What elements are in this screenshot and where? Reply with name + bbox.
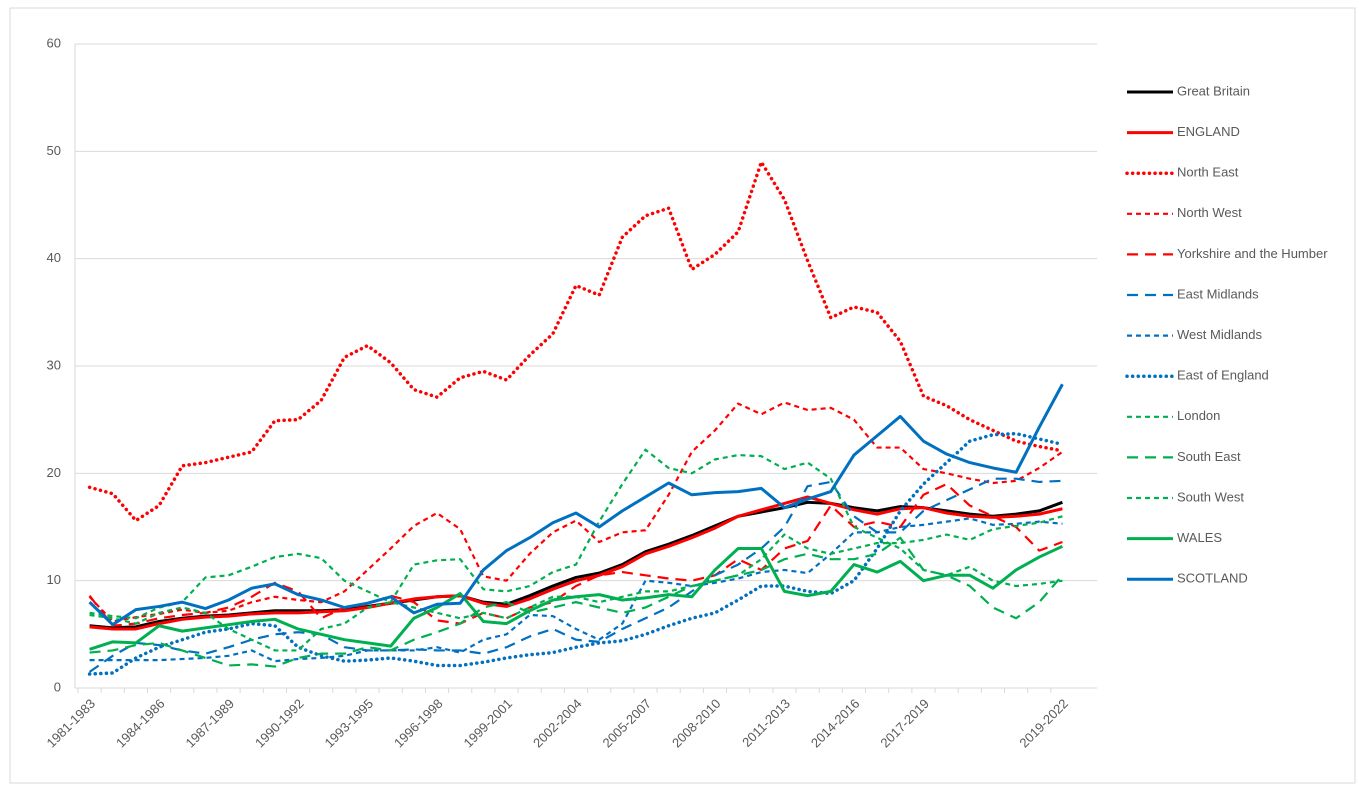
legend-label: North East [1177, 165, 1239, 180]
series-line [89, 536, 1064, 668]
y-tick-label: 0 [54, 679, 61, 694]
legend-label: West Midlands [1177, 327, 1263, 342]
y-tick-label: 20 [47, 465, 61, 480]
series-line [87, 431, 1065, 676]
series-line [89, 448, 1063, 620]
legend-label: London [1177, 408, 1220, 423]
legend-label: North West [1177, 205, 1242, 220]
series-line [88, 401, 1064, 623]
y-tick-label: 60 [47, 35, 61, 50]
legend-label: SCOTLAND [1177, 571, 1248, 586]
series-line [88, 477, 1063, 673]
legend-label: East of England [1177, 368, 1269, 383]
legend-label: South West [1177, 489, 1244, 504]
y-tick-label: 50 [47, 143, 61, 158]
legend-label: Yorkshire and the Humber [1177, 246, 1328, 261]
legend-label: ENGLAND [1177, 124, 1240, 139]
series-line [89, 544, 1064, 651]
legend-label: Great Britain [1177, 83, 1250, 98]
y-tick-label: 40 [47, 250, 61, 265]
series-line [88, 482, 1063, 627]
legend-label: South East [1177, 449, 1241, 464]
series-line [89, 517, 1063, 663]
chart-frame [9, 7, 1356, 784]
series-line [89, 495, 1063, 631]
y-tick-label: 30 [47, 357, 61, 372]
series-line [88, 383, 1064, 627]
legend-label: WALES [1177, 530, 1222, 545]
legend-label: East Midlands [1177, 286, 1259, 301]
y-tick-label: 10 [47, 572, 61, 587]
